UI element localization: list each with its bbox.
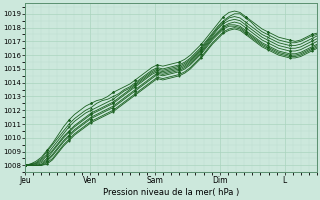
- X-axis label: Pression niveau de la mer( hPa ): Pression niveau de la mer( hPa ): [103, 188, 239, 197]
